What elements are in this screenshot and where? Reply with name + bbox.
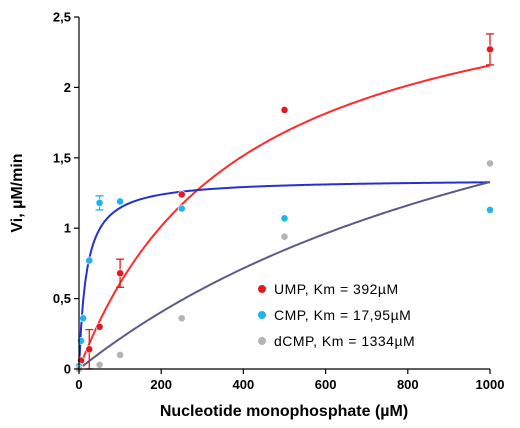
ump-legend-label: UMP, Km = 392µM xyxy=(274,281,399,297)
cmp-fit-curve xyxy=(78,181,491,370)
ump-data-point xyxy=(116,269,124,278)
cmp-data-point xyxy=(79,314,88,323)
x-tick-label: 0 xyxy=(75,377,82,392)
x-tick-label: 1000 xyxy=(476,377,505,392)
y-tick-label: 2 xyxy=(64,80,71,95)
axes xyxy=(78,17,490,370)
y-axis-title: Vi, µM/min xyxy=(9,153,26,232)
y-tick-label: 1,5 xyxy=(53,150,71,165)
ticks: 0 200 400 600 800 1000 0 0,5 1 1,5 2 2,5 xyxy=(53,10,505,393)
x-tick-label: 600 xyxy=(315,377,337,392)
y-tick-label: 1 xyxy=(64,221,71,236)
dcmp-data-point xyxy=(116,351,124,359)
dcmp-data-point xyxy=(280,232,289,241)
ump-fit-curve xyxy=(78,64,491,370)
ump-data-point xyxy=(85,345,94,354)
dcmp-data-point xyxy=(486,159,494,168)
y-tick-label: 0,5 xyxy=(53,291,71,306)
x-tick-label: 200 xyxy=(150,377,172,392)
cmp-data-point xyxy=(95,198,104,207)
cmp-data-point xyxy=(85,256,94,265)
dcmp-legend-label: dCMP, Km = 1334µM xyxy=(274,333,415,349)
dcmp-data-point xyxy=(95,360,104,369)
ump-data-point xyxy=(177,190,186,199)
x-axis-title: Nucleotide monophosphate (µM) xyxy=(160,403,408,420)
dcmp-legend-marker xyxy=(258,337,266,345)
cmp-data-point xyxy=(486,205,494,214)
dcmp-fit-curve xyxy=(78,181,491,370)
x-tick-label: 400 xyxy=(233,377,255,392)
legend: UMP, Km = 392µM CMP, Km = 17,95µM dCMP, Km… xyxy=(258,281,415,349)
x-tick-label: 800 xyxy=(397,377,419,392)
ump-data-point xyxy=(95,322,104,331)
fit-curves xyxy=(78,64,491,370)
ump-data-point xyxy=(280,106,289,114)
y-tick-label: 2,5 xyxy=(53,10,71,25)
ump-legend-marker xyxy=(258,285,266,293)
cmp-data-point xyxy=(116,197,124,206)
cmp-data-point xyxy=(280,214,289,223)
cmp-legend-marker xyxy=(258,311,266,319)
y-tick-label: 0 xyxy=(64,362,71,377)
cmp-data-point xyxy=(177,204,186,213)
data-points xyxy=(75,45,494,373)
cmp-legend-label: CMP, Km = 17,95µM xyxy=(274,307,411,323)
dcmp-data-point xyxy=(177,314,186,323)
ump-data-point xyxy=(486,45,494,54)
